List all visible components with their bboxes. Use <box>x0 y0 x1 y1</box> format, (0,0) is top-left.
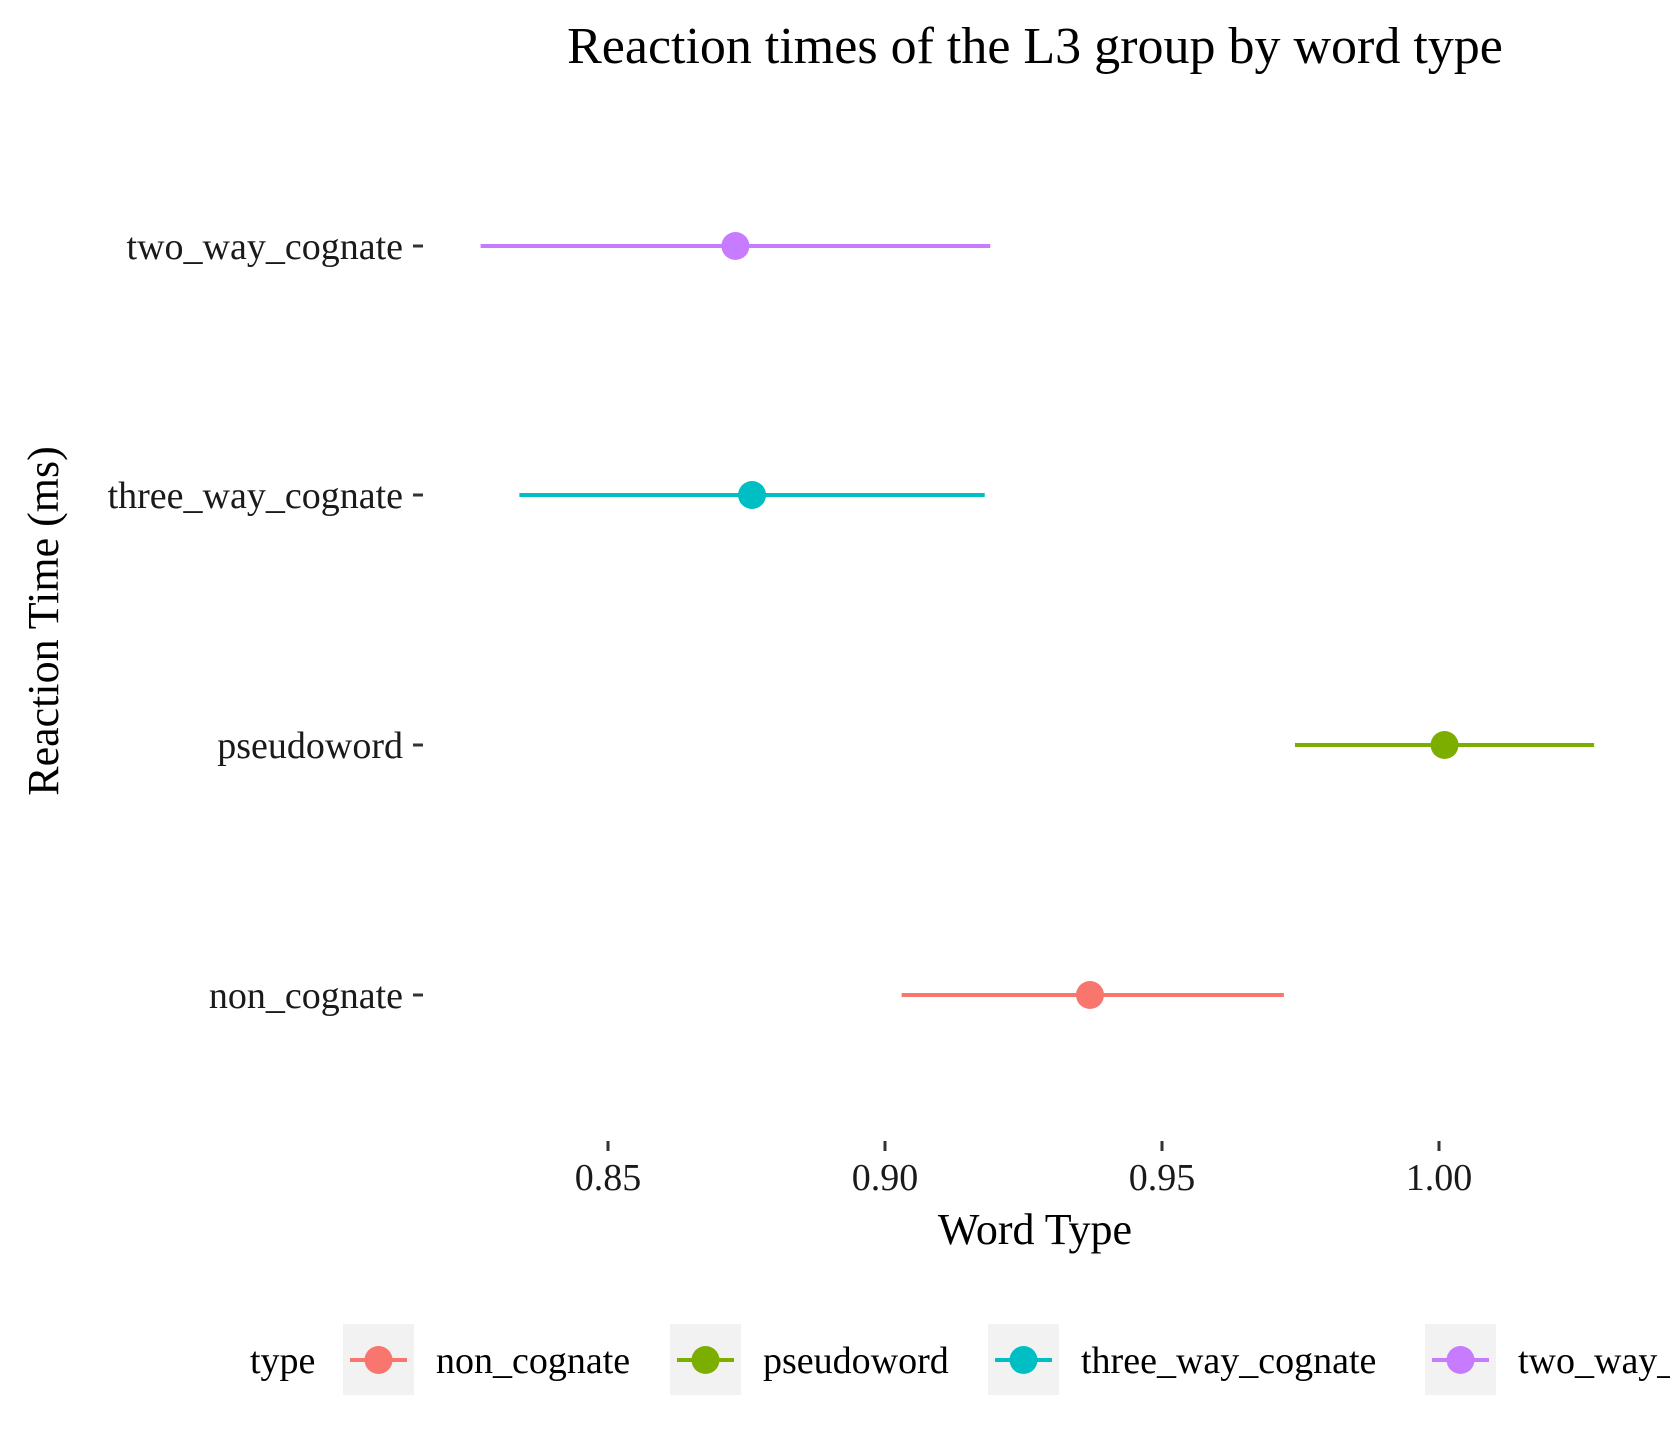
legend-key-point-pseudoword <box>691 1346 720 1374</box>
legend-key-point-non_cognate <box>364 1346 393 1374</box>
chart-title: Reaction times of the L3 group by word t… <box>567 18 1503 75</box>
x-axis-title: Word Type <box>938 1205 1132 1254</box>
x-tick-label-0.90: 0.90 <box>852 1157 919 1199</box>
mean-point-non_cognate <box>1075 981 1104 1009</box>
mean-point-two_way_cognate <box>721 232 750 260</box>
legend-label-three_way_cognate: three_way_cognate <box>1081 1340 1376 1382</box>
mean-point-three_way_cognate <box>738 481 767 509</box>
legend-label-two_way_cognate: two_way_cognate <box>1518 1340 1670 1382</box>
legend-label-pseudoword: pseudoword <box>763 1340 949 1382</box>
plot-marks <box>480 232 1595 1009</box>
x-tick-label-1.00: 1.00 <box>1406 1157 1473 1199</box>
y-axis: non_cognate pseudoword three_way_cognate tw… <box>108 226 423 1017</box>
y-tick-label-three_way_cognate: three_way_cognate <box>108 475 403 517</box>
mean-point-pseudoword <box>1430 731 1459 759</box>
legend: type non_cognate pseudoword three_way_cogna… <box>250 1324 1670 1395</box>
legend-key-point-two_way_cognate <box>1446 1346 1475 1374</box>
y-tick-label-two_way_cognate: two_way_cognate <box>127 226 403 268</box>
legend-title: type <box>250 1340 315 1382</box>
x-tick-label-0.95: 0.95 <box>1129 1157 1196 1199</box>
x-axis: 0.85 0.90 0.95 1.00 <box>575 1141 1473 1199</box>
y-axis-title: Reaction Time (ms) <box>19 446 68 796</box>
legend-key-point-three_way_cognate <box>1009 1346 1038 1374</box>
legend-label-non_cognate: non_cognate <box>436 1340 630 1382</box>
y-tick-label-non_cognate: non_cognate <box>209 975 403 1017</box>
x-tick-label-0.85: 0.85 <box>575 1157 642 1199</box>
y-tick-label-pseudoword: pseudoword <box>217 725 403 767</box>
